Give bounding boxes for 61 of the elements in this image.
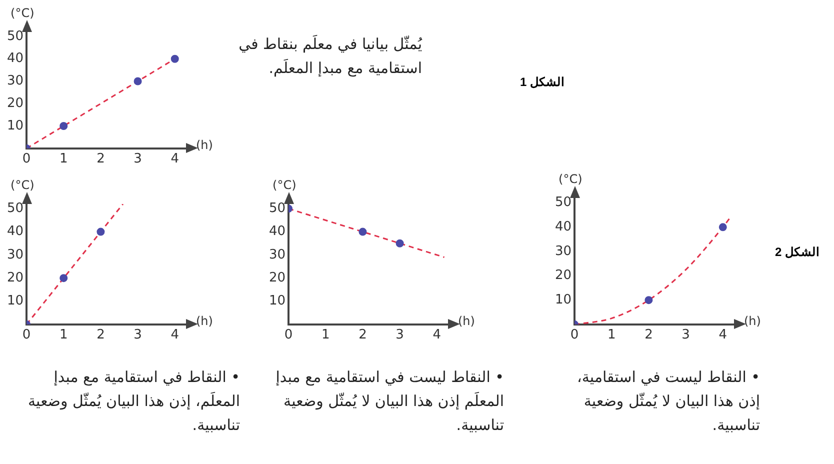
x-tick-label: 2 [96,328,105,343]
x-tick-label: 4 [170,152,180,167]
y-tick-label: 50 [554,195,572,210]
x-tick-label: 1 [59,152,68,167]
y-tick-label: 50 [6,28,24,44]
y-tick-label: 10 [554,292,572,308]
x-tick-label: 1 [607,328,616,343]
y-tick-label: 20 [554,268,572,284]
x-tick-label: 0 [570,328,579,343]
x-axis-title: (h) [458,314,475,328]
x-tick-label: 4 [170,328,180,343]
x-tick-label: 2 [96,152,105,167]
point [60,274,68,282]
y-tick-label: 20 [6,270,24,286]
y-tick-label: 10 [268,294,286,309]
point [96,228,105,236]
x-axis-title: (h) [196,138,213,152]
x-tick-label: 0 [284,328,293,343]
y-tick-label: 10 [6,294,24,309]
text: • النقاط ليست في استقامية، إذن هذا البيان لا يُمثّل وضعية تناسبية. [576,367,760,436]
x-tick-label: 2 [644,328,653,343]
y-axis-title: (°C) [558,172,582,186]
text: يُمثّل بيانيا في معلَم بنقاط في استقامية مع مبدإ المعلَم. [238,34,422,79]
y-tick-label: 20 [268,270,286,286]
y-tick-label: 30 [268,247,286,262]
text: الشكل 1 [520,75,564,89]
text: الشكل 2 [775,245,820,259]
y-axis-title: (°C) [10,178,34,192]
point [358,228,367,236]
y-tick-label: 30 [554,244,572,259]
x-tick-label: 3 [396,328,404,343]
y-tick-label: 40 [554,220,572,235]
x-tick-label: 4 [432,328,442,343]
x-tick-label: 2 [358,328,367,343]
y-tick-label: 40 [6,224,24,240]
x-tick-label: 3 [134,328,142,343]
y-tick-label: 30 [6,74,24,89]
x-tick-label: 4 [718,328,728,343]
y-axis-title: (°C) [10,6,34,20]
text: • النقاط في استقامية مع مبدإ المعلَم، إذن هذا البيان يُمثّل وضعية تناسبية. [27,367,240,436]
x-tick-label: 1 [59,328,68,343]
y-tick-label: 50 [6,201,24,216]
x-tick-label: 3 [134,152,142,167]
point [60,122,68,130]
y-tick-label: 30 [6,247,24,262]
y-tick-label: 40 [268,224,286,240]
point [170,54,179,63]
point [396,239,404,248]
x-tick-label: 1 [321,328,330,343]
x-tick-label: 3 [682,328,690,343]
point [134,77,142,86]
text: • النقاط ليست في استقامية مع مبدإ المعلَم إذن هذا البيان لا يُمثّل وضعية تناسبية. [274,367,504,436]
x-tick-label: 0 [22,152,31,167]
y-tick-label: 40 [6,51,24,66]
x-axis-title: (h) [744,314,761,328]
y-tick-label: 20 [6,96,24,112]
y-axis-title: (°C) [272,178,296,192]
x-axis-title: (h) [196,314,213,328]
y-tick-label: 10 [6,118,24,134]
y-tick-label: 50 [268,201,286,216]
x-tick-label: 0 [22,328,31,343]
